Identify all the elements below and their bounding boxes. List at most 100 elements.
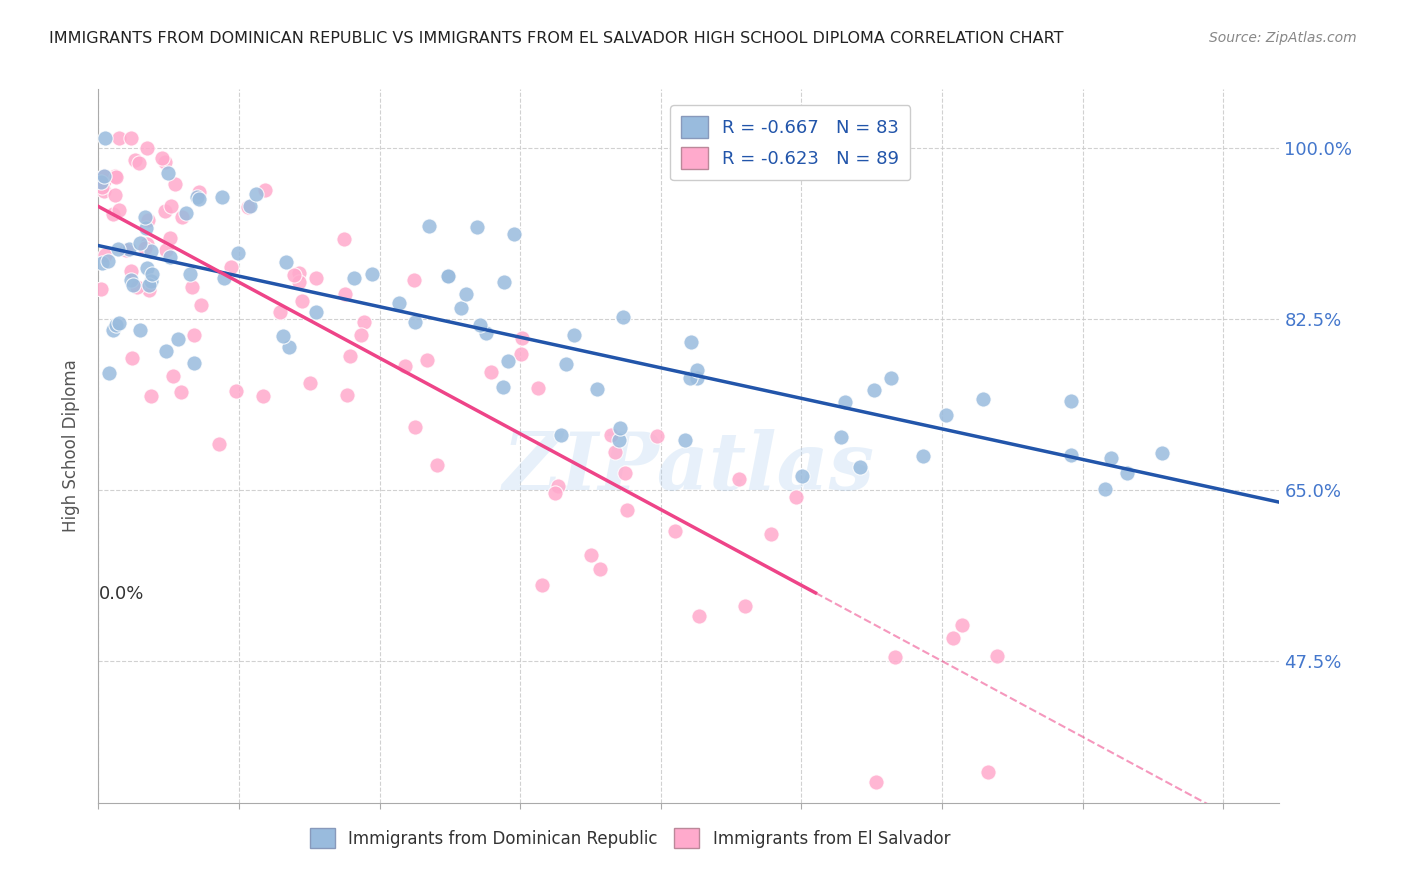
- Point: [298, 376, 321, 391]
- Point: [1094, 482, 1116, 496]
- Point: [90, 175, 112, 189]
- Point: [225, 384, 247, 398]
- Point: [159, 250, 181, 264]
- Point: [104, 188, 127, 202]
- Point: [97, 254, 120, 268]
- Point: [150, 151, 173, 165]
- Point: [188, 185, 211, 199]
- Point: [673, 433, 696, 447]
- Point: [305, 271, 328, 285]
- Point: [228, 245, 250, 260]
- Point: [339, 350, 361, 364]
- Point: [107, 202, 129, 217]
- Point: [153, 154, 176, 169]
- Point: [862, 383, 884, 397]
- Point: [101, 207, 124, 221]
- Point: [388, 296, 411, 310]
- Point: [734, 599, 756, 613]
- Point: [170, 210, 193, 224]
- Point: [93, 169, 115, 183]
- Point: [942, 631, 965, 645]
- Point: [759, 527, 782, 541]
- Point: [139, 244, 162, 258]
- Point: [128, 323, 150, 337]
- Point: [136, 212, 159, 227]
- Point: [269, 305, 291, 319]
- Text: 0.0%: 0.0%: [98, 585, 143, 603]
- Point: [155, 204, 177, 219]
- Point: [450, 301, 472, 315]
- Point: [935, 408, 957, 422]
- Point: [120, 131, 142, 145]
- Point: [562, 327, 585, 342]
- Point: [436, 268, 458, 283]
- Point: [426, 458, 449, 472]
- Point: [104, 318, 127, 332]
- Point: [550, 428, 572, 442]
- Point: [686, 371, 709, 385]
- Point: [93, 169, 115, 183]
- Point: [436, 268, 458, 283]
- Point: [785, 490, 807, 504]
- Point: [288, 266, 311, 280]
- Point: [159, 231, 181, 245]
- Point: [120, 272, 142, 286]
- Point: [183, 356, 205, 370]
- Text: ZIPatlas: ZIPatlas: [503, 429, 875, 506]
- Point: [977, 765, 1000, 780]
- Point: [589, 562, 612, 576]
- Point: [547, 479, 569, 493]
- Point: [454, 287, 477, 301]
- Point: [834, 394, 856, 409]
- Point: [544, 485, 567, 500]
- Point: [138, 278, 160, 293]
- Point: [214, 271, 236, 285]
- Point: [679, 371, 702, 385]
- Point: [510, 330, 533, 344]
- Point: [912, 450, 935, 464]
- Point: [792, 469, 814, 483]
- Point: [93, 248, 115, 262]
- Point: [252, 389, 274, 403]
- Point: [474, 326, 496, 340]
- Point: [118, 242, 141, 256]
- Point: [972, 392, 994, 407]
- Point: [162, 369, 184, 384]
- Point: [350, 327, 373, 342]
- Point: [467, 220, 489, 235]
- Point: [404, 315, 426, 329]
- Point: [609, 421, 631, 435]
- Point: [186, 190, 208, 204]
- Point: [139, 389, 162, 403]
- Point: [616, 503, 638, 517]
- Point: [416, 353, 439, 368]
- Point: [585, 382, 607, 396]
- Point: [124, 153, 146, 167]
- Point: [830, 430, 852, 444]
- Point: [121, 277, 143, 292]
- Point: [605, 444, 627, 458]
- Point: [530, 578, 553, 592]
- Point: [394, 359, 416, 373]
- Legend: Immigrants from Dominican Republic, Immigrants from El Salvador: Immigrants from Dominican Republic, Immi…: [304, 822, 956, 855]
- Text: Source: ZipAtlas.com: Source: ZipAtlas.com: [1209, 31, 1357, 45]
- Point: [288, 275, 311, 289]
- Point: [335, 287, 357, 301]
- Point: [614, 466, 637, 480]
- Point: [139, 275, 162, 289]
- Point: [336, 388, 359, 402]
- Point: [179, 267, 201, 281]
- Point: [128, 156, 150, 170]
- Point: [93, 174, 115, 188]
- Point: [468, 318, 491, 332]
- Point: [107, 242, 129, 256]
- Point: [135, 220, 157, 235]
- Point: [167, 332, 190, 346]
- Point: [402, 273, 425, 287]
- Point: [555, 357, 578, 371]
- Point: [101, 323, 124, 337]
- Point: [138, 283, 160, 297]
- Point: [254, 183, 277, 197]
- Point: [607, 433, 630, 447]
- Point: [492, 380, 515, 394]
